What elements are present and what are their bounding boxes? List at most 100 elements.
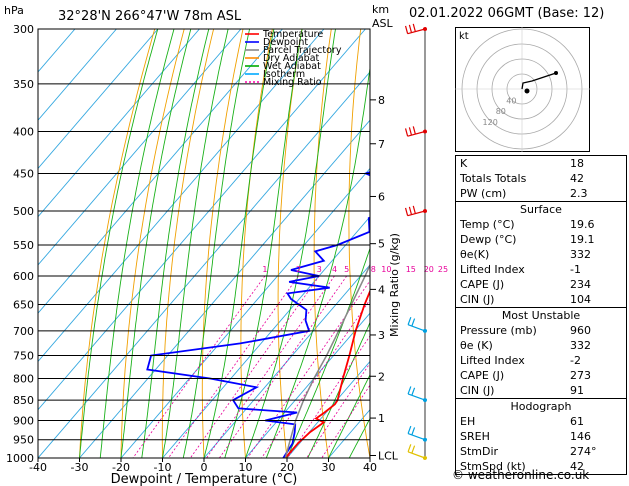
barb-staff: [407, 210, 426, 217]
barb-flag: [411, 445, 416, 454]
mixing-ratio-label: 10: [381, 265, 391, 274]
mixing-ratio-line: [168, 275, 299, 458]
surface-value: 104: [570, 293, 591, 306]
barb-flag: [411, 318, 416, 327]
dry-adiabat-line: [447, 29, 452, 458]
hodograph-label: StmDir: [460, 445, 499, 458]
wet-adiabat-line: [79, 29, 159, 458]
index-label: PW (cm): [460, 187, 507, 200]
isotherm-line: [38, 29, 76, 73]
dry-adiabat-line: [161, 29, 215, 458]
barb-dot: [423, 437, 427, 442]
barb-flag: [412, 23, 416, 32]
x-tick-label: -30: [71, 461, 89, 474]
most-unstable-row: Pressure (mb) 960: [456, 323, 626, 338]
hodograph-rows: EH 61 SREH 146 StmDir 274° StmSpd (kt) 42: [456, 414, 626, 474]
pressure-tick-label: 850: [13, 394, 34, 407]
x-tick-label: -10: [154, 461, 172, 474]
mixing-ratio-line: [206, 275, 335, 458]
most-unstable-row: Lifted Index -2: [456, 353, 626, 368]
barb-flag: [411, 387, 416, 396]
surface-value: 19.6: [570, 218, 595, 231]
barb-flag: [408, 206, 413, 215]
isotherm-line: [38, 29, 325, 363]
wet-adiabat-line: [307, 321, 370, 458]
mixing-ratio-label: 4: [332, 265, 337, 274]
x-axis-title: Dewpoint / Temperature (°C): [111, 472, 298, 486]
dry-adiabat-line: [313, 29, 332, 458]
most-unstable-value: 332: [570, 339, 591, 352]
wind-barb: [407, 444, 427, 460]
barb-staff: [407, 451, 426, 459]
hodo-line: [521, 72, 557, 90]
surface-title: Surface: [520, 203, 562, 216]
hodograph-label: StmSpd (kt): [460, 460, 526, 473]
surface-value: 234: [570, 278, 591, 291]
x-tick-label: 30: [322, 461, 336, 474]
isotherm-line: [38, 29, 283, 314]
surface-label: CAPE (J): [460, 278, 505, 291]
barb-flag: [407, 425, 412, 434]
index-label: Totals Totals: [460, 172, 527, 185]
km-tick-label: 8: [378, 94, 385, 107]
hodograph-value: 61: [570, 415, 584, 428]
index-rows: K 18 Totals Totals 42 PW (cm) 2.3: [456, 156, 626, 201]
hodo-ring-label: 120: [483, 118, 498, 127]
skewt-chart: 3003504004505005506006507007508008509009…: [4, 3, 452, 486]
mixing-ratio-axis-title: Mixing Ratio (g/kg): [388, 233, 401, 337]
most-unstable-label: θe (K): [460, 339, 493, 352]
barb-flag: [404, 207, 409, 216]
hodograph-frame: [455, 27, 590, 152]
pressure-tick-label: 500: [13, 205, 34, 218]
barb-staff: [407, 130, 426, 137]
index-table: K 18 Totals Totals 42 PW (cm) 2.3 Surface Tem…: [455, 155, 627, 475]
surface-row: CIN (J) 104: [456, 292, 626, 307]
most-unstable-row: CIN (J) 91: [456, 383, 626, 398]
pressure-tick-label: 350: [13, 78, 34, 91]
km-tick-label: 4: [378, 283, 385, 296]
mixing-ratio-line: [132, 275, 266, 458]
legend-label: Isotherm: [263, 69, 305, 80]
isotherm-line: [120, 167, 370, 458]
most-unstable-label: CAPE (J): [460, 369, 505, 382]
date-label: 02.01.2022 06GMT (Base: 12): [409, 6, 605, 21]
barb-flag: [407, 317, 412, 325]
pressure-tick-label: 900: [13, 414, 34, 427]
barb-flag: [404, 25, 409, 34]
index-value: 18: [570, 157, 584, 170]
isotherm-line: [79, 119, 370, 458]
isotherm-line: [38, 29, 242, 266]
legend-label: Dry Adiabat: [263, 53, 320, 64]
hodo-end-dot: [554, 71, 558, 75]
surface-value: -1: [570, 263, 581, 276]
wind-barb: [407, 386, 427, 403]
pressure-tick-label: 400: [13, 126, 34, 139]
most-unstable-value: 960: [570, 324, 591, 337]
mixing-ratio-label: 3: [317, 265, 322, 274]
most-unstable-row: θe (K) 332: [456, 338, 626, 353]
hodograph-label: EH: [460, 415, 476, 428]
wind-barbs: [404, 23, 427, 460]
isotherm-line: [203, 264, 370, 458]
mixing-ratio-labels: 1 2 3 4 5 8 10 15 20 25: [262, 265, 448, 274]
barb-flag: [411, 427, 416, 436]
mixing-ratio-label: 5: [344, 265, 349, 274]
most-unstable-label: Pressure (mb): [460, 324, 537, 337]
pressure-tick-label: 750: [13, 349, 34, 362]
wind-barb: [404, 205, 427, 217]
pressure-tick-label: 950: [13, 434, 34, 447]
barb-dot: [423, 209, 427, 213]
km-tick-label: 1: [378, 412, 385, 425]
barb-flag: [412, 126, 416, 135]
pressure-tick-label: 800: [13, 372, 34, 385]
pressure-tick-label: 300: [13, 23, 34, 36]
km-tick-label: 2: [378, 370, 385, 383]
index-value: 42: [570, 172, 584, 185]
barb-staff: [407, 324, 426, 332]
isotherm-line: [38, 29, 366, 411]
pressure-tick-label: 600: [13, 270, 34, 283]
hodograph-value: 146: [570, 430, 591, 443]
hodograph-trace: [521, 71, 558, 94]
surface-rows: Temp (°C) 19.6 Dewp (°C) 19.1 θe(K) 332 Lifted…: [456, 217, 626, 307]
